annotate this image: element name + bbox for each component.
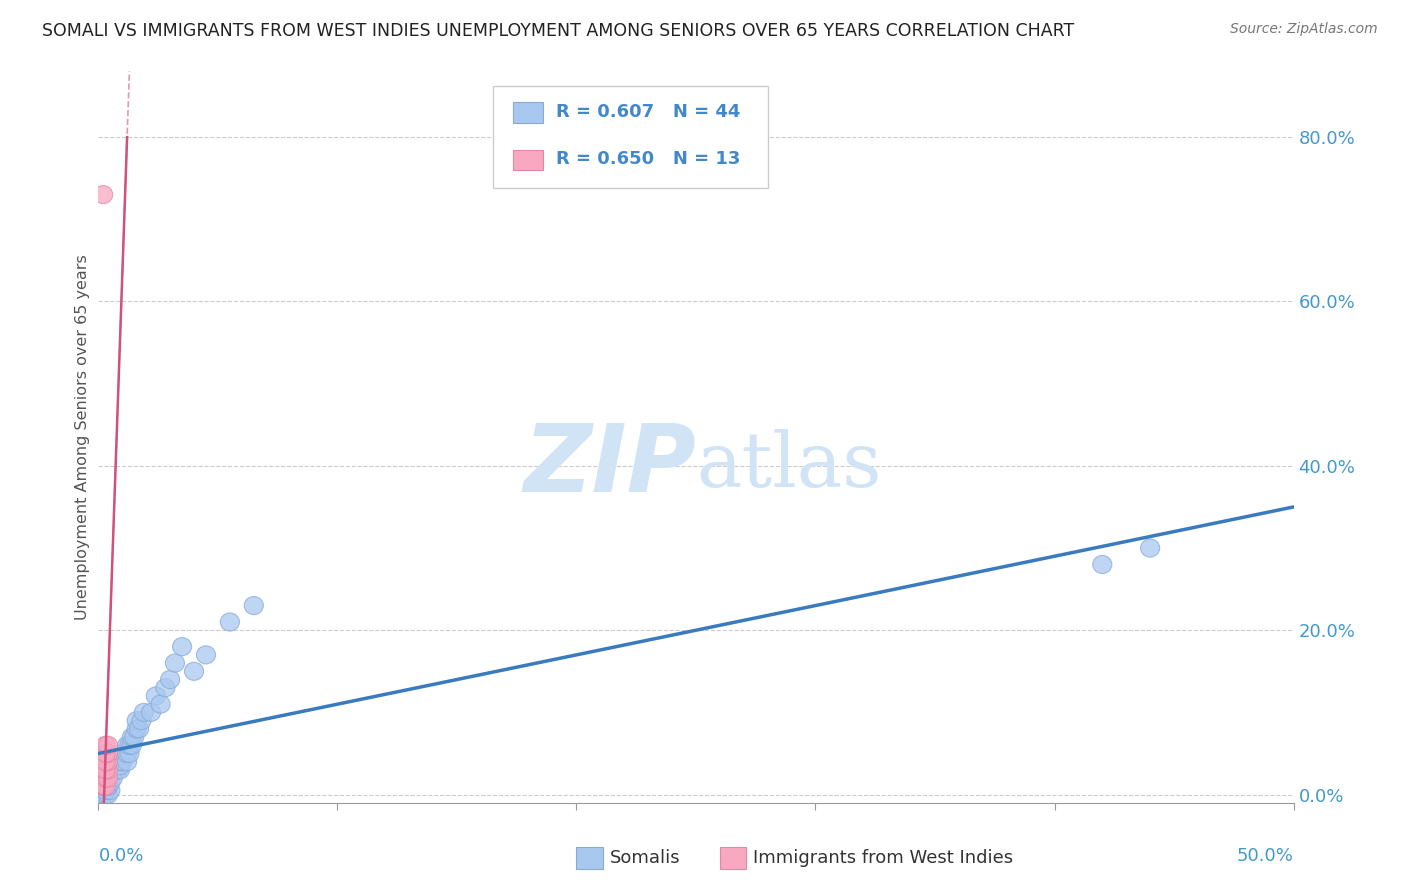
Bar (513, 102, 543, 122)
Ellipse shape (111, 761, 129, 779)
Ellipse shape (98, 753, 118, 771)
Ellipse shape (221, 613, 239, 631)
Ellipse shape (1140, 539, 1160, 558)
Text: ZIP: ZIP (523, 420, 696, 512)
Text: 50.0%: 50.0% (1237, 847, 1294, 864)
Ellipse shape (96, 745, 115, 763)
Ellipse shape (160, 671, 180, 689)
Text: atlas: atlas (696, 429, 882, 503)
Ellipse shape (122, 736, 142, 755)
Ellipse shape (96, 786, 115, 804)
Ellipse shape (94, 186, 112, 203)
Ellipse shape (156, 679, 174, 697)
Ellipse shape (127, 712, 146, 730)
Ellipse shape (98, 736, 118, 755)
Ellipse shape (111, 756, 129, 775)
Ellipse shape (132, 712, 150, 730)
Ellipse shape (94, 777, 112, 796)
Ellipse shape (96, 781, 115, 799)
Ellipse shape (98, 761, 118, 779)
Bar (576, 847, 603, 869)
Ellipse shape (173, 638, 191, 656)
Ellipse shape (101, 781, 120, 799)
Text: SOMALI VS IMMIGRANTS FROM WEST INDIES UNEMPLOYMENT AMONG SENIORS OVER 65 YEARS C: SOMALI VS IMMIGRANTS FROM WEST INDIES UN… (42, 22, 1074, 40)
Ellipse shape (112, 745, 132, 763)
Ellipse shape (98, 777, 118, 796)
Text: R = 0.607   N = 44: R = 0.607 N = 44 (557, 103, 741, 120)
Ellipse shape (96, 777, 115, 796)
Ellipse shape (118, 745, 136, 763)
Text: 0.0%: 0.0% (98, 847, 143, 864)
Ellipse shape (94, 777, 112, 796)
Ellipse shape (120, 736, 139, 755)
Ellipse shape (96, 769, 115, 787)
Ellipse shape (96, 761, 115, 779)
Ellipse shape (96, 753, 115, 771)
Text: Somalis: Somalis (610, 848, 681, 867)
Ellipse shape (127, 720, 146, 738)
Ellipse shape (1092, 556, 1112, 574)
Ellipse shape (125, 728, 143, 746)
Text: R = 0.650   N = 13: R = 0.650 N = 13 (557, 150, 741, 168)
Ellipse shape (98, 786, 118, 804)
Ellipse shape (112, 753, 132, 771)
Bar (513, 150, 543, 170)
Ellipse shape (96, 777, 115, 796)
Ellipse shape (98, 777, 118, 796)
Ellipse shape (118, 736, 136, 755)
Ellipse shape (245, 597, 263, 615)
Ellipse shape (98, 745, 118, 763)
Text: Immigrants from West Indies: Immigrants from West Indies (754, 848, 1014, 867)
Ellipse shape (129, 720, 149, 738)
Ellipse shape (96, 773, 115, 791)
Ellipse shape (120, 745, 139, 763)
Ellipse shape (122, 728, 142, 746)
Ellipse shape (118, 753, 136, 771)
Ellipse shape (96, 736, 115, 755)
Ellipse shape (150, 695, 170, 714)
Ellipse shape (101, 773, 120, 791)
Ellipse shape (108, 761, 127, 779)
Y-axis label: Unemployment Among Seniors over 65 years: Unemployment Among Seniors over 65 years (75, 254, 90, 620)
Ellipse shape (146, 687, 166, 705)
Ellipse shape (166, 654, 184, 673)
Ellipse shape (112, 753, 132, 771)
Ellipse shape (184, 662, 204, 681)
Ellipse shape (98, 769, 118, 787)
Bar (720, 847, 747, 869)
Text: Source: ZipAtlas.com: Source: ZipAtlas.com (1230, 22, 1378, 37)
Ellipse shape (103, 769, 122, 787)
Ellipse shape (135, 704, 153, 722)
Ellipse shape (197, 646, 215, 664)
Ellipse shape (94, 786, 112, 804)
FancyBboxPatch shape (494, 86, 768, 188)
Ellipse shape (142, 704, 160, 722)
